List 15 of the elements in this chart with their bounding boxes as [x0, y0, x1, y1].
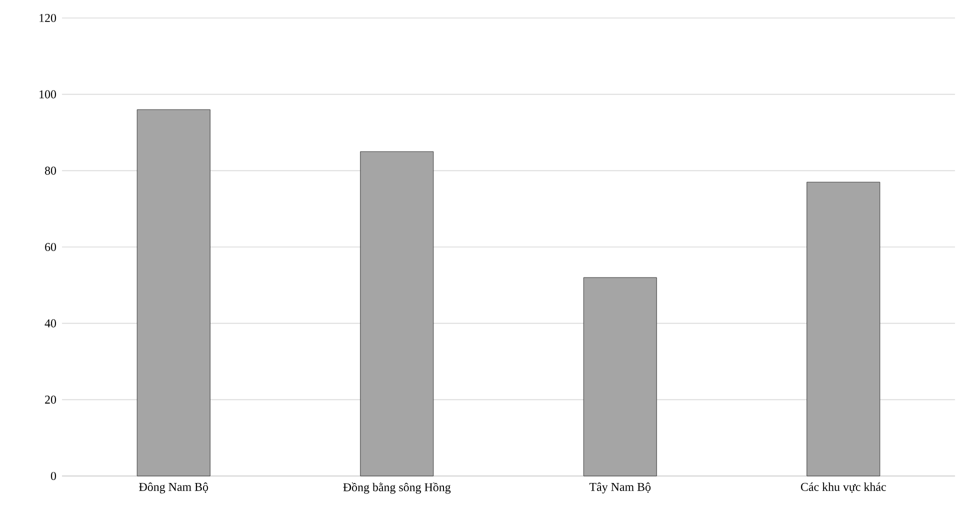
bar: [136, 109, 210, 476]
y-tick-label: 0: [50, 472, 56, 480]
x-tick-label: Tây Nam Bộ: [589, 482, 651, 494]
bar: [360, 151, 434, 476]
x-tick-label: Các khu vực khác: [800, 482, 886, 493]
x-tick-label: Đồng bằng sông Hồng: [343, 482, 451, 494]
x-tick-label: Đông Nam Bộ: [139, 482, 208, 494]
y-tick-label: 80: [44, 166, 56, 175]
y-tick-label: 60: [45, 242, 56, 252]
y-tick-label: 100: [40, 90, 56, 98]
y-tick-label: 120: [40, 14, 56, 22]
bar: [806, 182, 880, 476]
bar: [583, 277, 657, 476]
y-tick-label: 40: [44, 319, 56, 328]
y-tick-label: 20: [45, 396, 56, 404]
